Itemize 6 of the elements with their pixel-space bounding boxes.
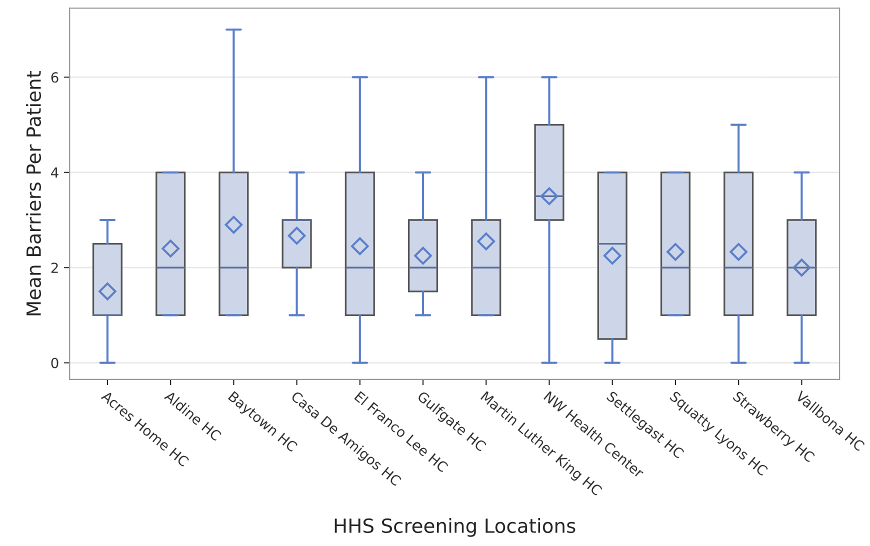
- x-axis-title: HHS Screening Locations: [334, 518, 576, 537]
- y-tick-label: 2: [51, 262, 58, 273]
- y-tick-label: 4: [51, 168, 58, 178]
- y-tick-label: 0: [51, 358, 58, 368]
- y-axis-title: Mean Barriers Per Patient: [26, 70, 42, 316]
- y-tick-label: 6: [51, 72, 58, 83]
